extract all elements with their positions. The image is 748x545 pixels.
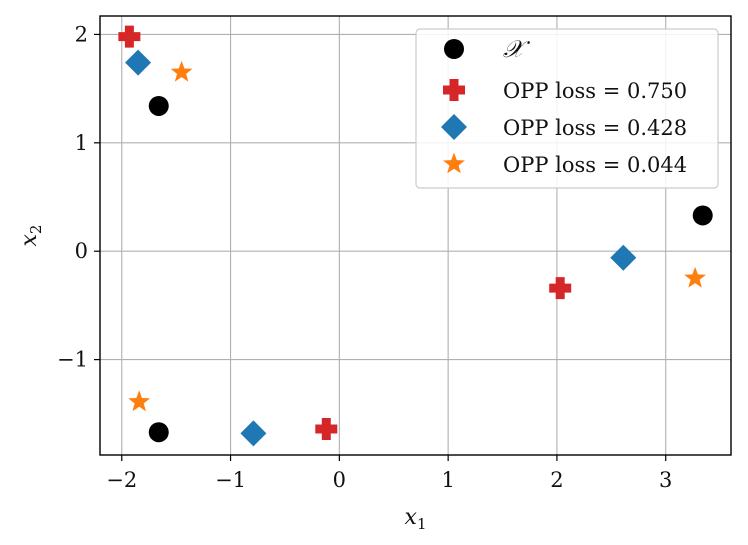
legend-box: [415, 28, 719, 189]
y-tick-label: −1: [57, 348, 88, 372]
x-tick-label: −2: [106, 468, 137, 492]
data-point-diamond: [125, 49, 152, 76]
data-point-circle: [148, 95, 169, 116]
x-tick-label: −1: [215, 468, 246, 492]
data-points: [118, 25, 713, 447]
y-axis-label-main: x: [17, 233, 42, 246]
x-axis-label-main: x: [405, 505, 418, 530]
data-point-diamond: [610, 244, 637, 271]
x-tick-label: 0: [333, 468, 346, 492]
x-ticks: −2 −1 0 1 2 3: [106, 455, 672, 492]
legend-label: OPP loss = 0.044: [503, 153, 687, 177]
x-tick-label: 3: [659, 468, 672, 492]
legend-marker-star: [443, 152, 465, 174]
data-point-diamond: [240, 420, 267, 447]
data-point-plus: [315, 417, 338, 440]
legend-label: OPP loss = 0.428: [503, 116, 687, 140]
y-axis-label-sub: 2: [27, 225, 45, 235]
legend-marker-diamond: [441, 114, 467, 140]
legend-marker-plus: [443, 79, 465, 101]
plot-frame: [99, 15, 732, 456]
data-point-plus: [118, 25, 141, 48]
y-tick-label: 2: [75, 22, 88, 46]
y-tick-label: 0: [75, 239, 88, 263]
data-point-star: [128, 390, 151, 412]
data-point-circle: [148, 422, 169, 443]
data-point-plus: [549, 277, 572, 300]
x-tick-label: 1: [441, 468, 454, 492]
data-point-circle: [692, 205, 713, 226]
x-tick-label: 2: [550, 468, 563, 492]
y-tick-label: 1: [75, 131, 88, 155]
data-point-star: [170, 60, 193, 82]
data-point-star: [684, 266, 707, 288]
legend-label: OPP loss = 0.750: [503, 79, 687, 103]
y-ticks: −1 0 1 2: [57, 22, 100, 372]
x-axis-label-sub: 1: [417, 515, 427, 533]
legend-marker-circle: [444, 39, 464, 59]
x-axis-label: x1: [405, 505, 427, 533]
y-axis-label: x2: [17, 225, 45, 247]
